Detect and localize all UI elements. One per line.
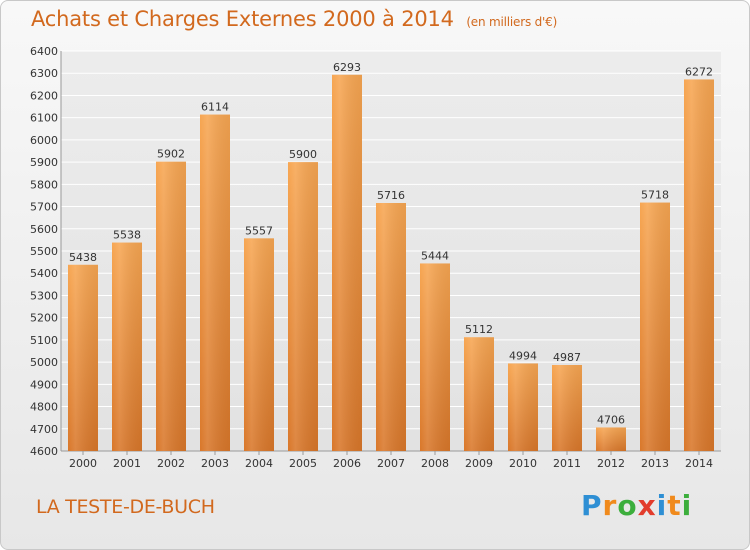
- x-tick-label: 2004: [245, 457, 273, 470]
- bar-data-label: 5900: [289, 148, 317, 161]
- y-tick-label: 5300: [30, 289, 58, 302]
- bar-shading: [640, 202, 670, 451]
- logo-letter: r: [602, 489, 618, 522]
- bar-data-label: 4994: [509, 349, 537, 362]
- bar-data-label: 6272: [685, 65, 713, 78]
- logo-letter: x: [637, 489, 657, 522]
- bar-shading: [464, 337, 494, 451]
- y-tick-label: 5700: [30, 201, 58, 214]
- bar-shading: [332, 74, 362, 452]
- bar-shading: [112, 242, 142, 451]
- chart-title-text: Achats et Charges Externes 2000 à 2014: [31, 7, 454, 31]
- x-tick-label: 2013: [641, 457, 669, 470]
- bar-data-label: 5444: [421, 249, 449, 262]
- bar-data-label: 5438: [69, 251, 97, 264]
- x-tick-label: 2012: [597, 457, 625, 470]
- y-tick-label: 5400: [30, 267, 58, 280]
- bar-shading: [244, 238, 274, 451]
- chart-unit-label: (en milliers d'€): [466, 15, 558, 29]
- proxiti-logo[interactable]: Proxiti: [581, 489, 692, 522]
- bar-data-label: 5902: [157, 148, 185, 161]
- bar-shading: [596, 427, 626, 451]
- x-tick-label: 2006: [333, 457, 361, 470]
- y-tick-label: 5900: [30, 156, 58, 169]
- bar-data-label: 5112: [465, 323, 493, 336]
- y-tick-label: 5600: [30, 223, 58, 236]
- x-tick-label: 2005: [289, 457, 317, 470]
- y-tick-label: 6200: [30, 89, 58, 102]
- x-tick-label: 2011: [553, 457, 581, 470]
- logo-letter: i: [656, 489, 668, 522]
- x-tick-label: 2008: [421, 457, 449, 470]
- bar-shading: [684, 79, 714, 451]
- chart-title: Achats et Charges Externes 2000 à 2014 (…: [31, 7, 557, 31]
- x-tick-label: 2002: [157, 457, 185, 470]
- bar-data-label: 4987: [553, 351, 581, 364]
- y-tick-label: 6400: [30, 45, 58, 58]
- y-tick-label: 6300: [30, 67, 58, 80]
- y-tick-label: 4700: [30, 423, 58, 436]
- logo-letter: t: [667, 489, 682, 522]
- bar-shading: [376, 203, 406, 451]
- bar-data-label: 5538: [113, 229, 141, 242]
- x-tick-label: 2007: [377, 457, 405, 470]
- x-tick-label: 2001: [113, 457, 141, 470]
- bar-data-label: 4706: [597, 413, 625, 426]
- logo-letter: P: [581, 489, 603, 522]
- y-tick-label: 5200: [30, 312, 58, 325]
- bar-data-label: 6293: [333, 61, 361, 74]
- y-tick-label: 6000: [30, 134, 58, 147]
- x-tick-label: 2010: [509, 457, 537, 470]
- x-tick-label: 2000: [69, 457, 97, 470]
- x-tick-label: 2014: [685, 457, 713, 470]
- bar-data-label: 5557: [245, 224, 273, 237]
- x-tick-label: 2003: [201, 457, 229, 470]
- y-tick-label: 4900: [30, 378, 58, 391]
- bar-shading: [156, 161, 186, 451]
- y-tick-label: 5800: [30, 178, 58, 191]
- bar-shading: [420, 263, 450, 451]
- y-tick-label: 5500: [30, 245, 58, 258]
- y-tick-label: 5000: [30, 356, 58, 369]
- y-tick-label: 6100: [30, 112, 58, 125]
- bar-data-label: 5718: [641, 189, 669, 202]
- y-tick-label: 5100: [30, 334, 58, 347]
- y-tick-label: 4600: [30, 445, 58, 458]
- bar-shading: [200, 114, 230, 452]
- logo-letter: o: [617, 489, 638, 522]
- bar-shading: [552, 365, 582, 451]
- y-tick-label: 4800: [30, 401, 58, 414]
- logo-letter: i: [681, 489, 693, 522]
- bar-shading: [68, 264, 98, 451]
- x-tick-label: 2009: [465, 457, 493, 470]
- bar-data-label: 6114: [201, 101, 229, 114]
- bar-shading: [508, 363, 538, 451]
- location-name: LA TESTE-DE-BUCH: [36, 496, 215, 518]
- bar-shading: [288, 162, 318, 451]
- bar-data-label: 5716: [377, 189, 405, 202]
